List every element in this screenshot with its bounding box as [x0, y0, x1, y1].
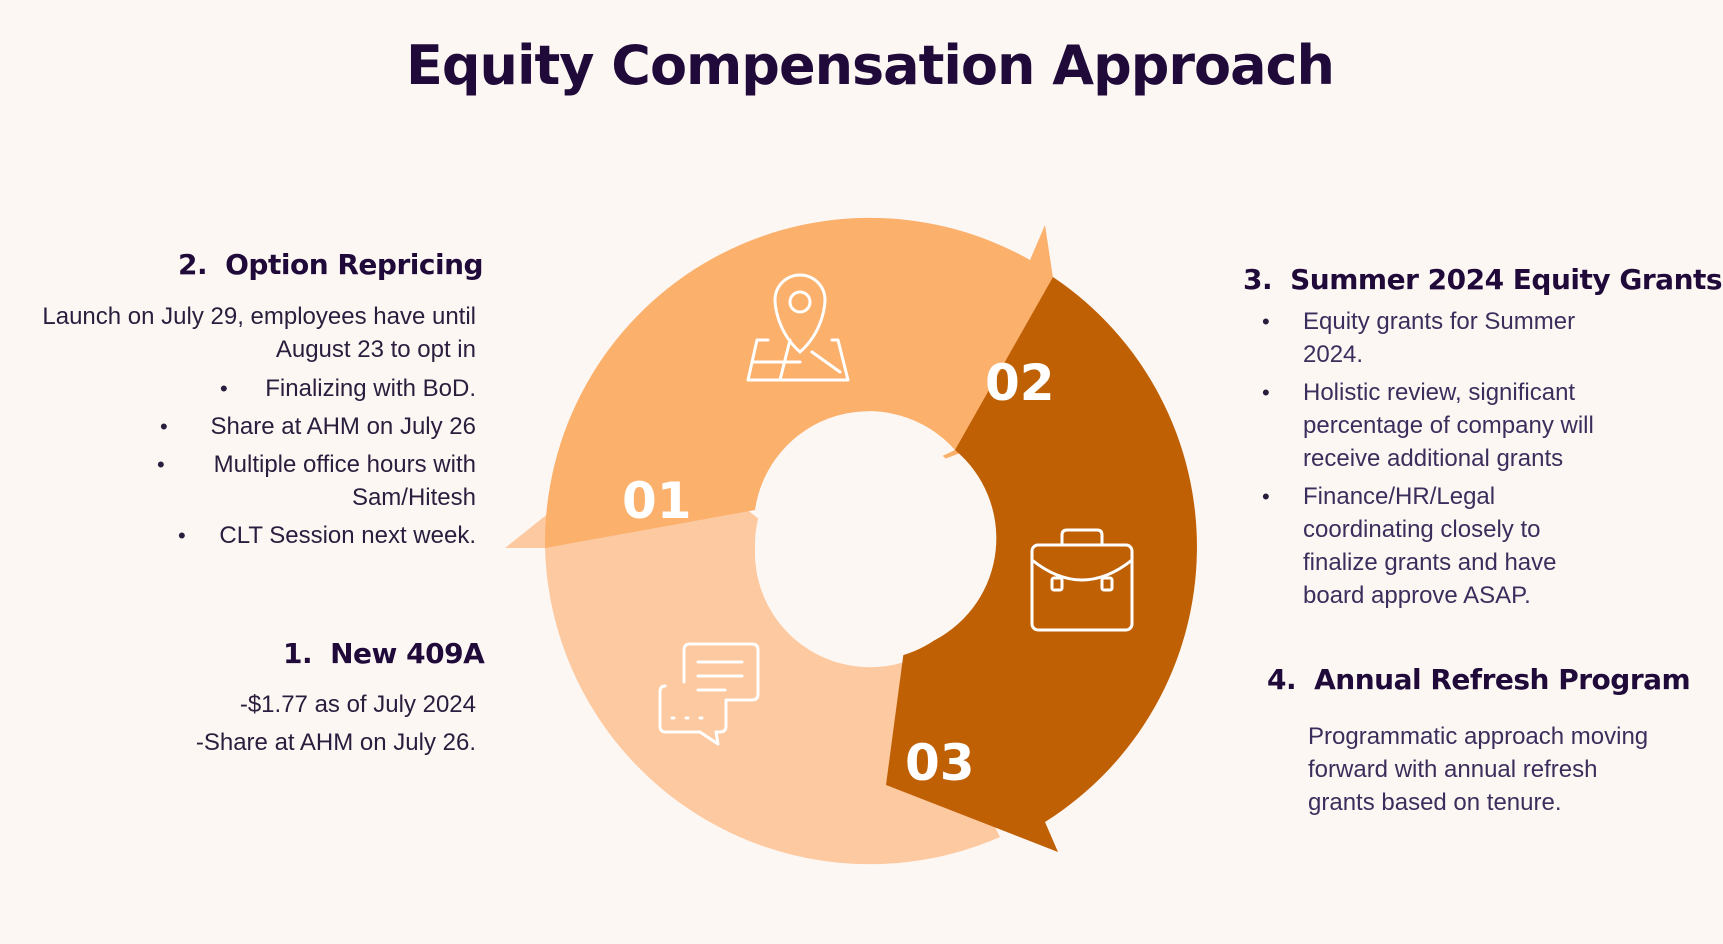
- chat-bubbles-icon: [658, 642, 760, 746]
- summer-grants-bullet-3-line-3: finalize grants and have: [1303, 549, 1557, 576]
- annual-refresh-line-1: Programmatic approach moving: [1308, 723, 1649, 750]
- annual-refresh-number: 4.: [1267, 663, 1297, 696]
- summer-grants-number: 3.: [1243, 263, 1273, 296]
- option-repricing-number: 2.: [178, 248, 208, 281]
- annual-refresh-line-3: grants based on tenure.: [1308, 789, 1562, 816]
- bullet-dot: •: [1262, 484, 1270, 509]
- option-repricing-intro-2: August 23 to opt in: [275, 336, 476, 363]
- bullet-dot: •: [220, 376, 228, 401]
- briefcase-icon: [1030, 528, 1134, 632]
- map-pin-icon: [746, 273, 850, 382]
- option-repricing-intro-1: Launch on July 29, employees have until: [42, 303, 476, 330]
- summer-grants-bullet-1-line-2: 2024.: [1303, 341, 1364, 368]
- cycle-center: [755, 430, 985, 660]
- summer-grants-bullet-2-line-2: percentage of company will: [1303, 412, 1594, 439]
- option-repricing-bullet: CLT Session next week.: [219, 522, 476, 549]
- summer-grants-bullet-3-line-2: coordinating closely to: [1303, 516, 1541, 543]
- summer-grants-title: Summer 2024 Equity Grants: [1290, 263, 1723, 296]
- bullet-dot: •: [1262, 309, 1270, 334]
- option-repricing-heading: 2. Option Repricing: [178, 248, 484, 281]
- cycle-label-03: 03: [905, 734, 975, 792]
- annual-refresh-line-2: forward with annual refresh: [1308, 756, 1598, 783]
- annual-refresh-heading: 4. Annual Refresh Program: [1267, 663, 1691, 696]
- new-409a-line-1: -$1.77 as of July 2024: [239, 691, 476, 718]
- new-409a-title: New 409A: [330, 637, 485, 670]
- cycle-label-02: 02: [985, 354, 1055, 412]
- summer-grants-bullet-2-line-3: receive additional grants: [1303, 445, 1564, 472]
- bullet-dot: •: [157, 452, 165, 477]
- option-repricing-bullet: Share at AHM on July 26: [210, 413, 476, 440]
- bullet-dot: •: [160, 414, 168, 439]
- bullet-dot: •: [178, 523, 186, 548]
- new-409a-number: 1.: [283, 637, 313, 670]
- option-repricing-bullet: Finalizing with BoD.: [265, 375, 476, 402]
- summer-grants-bullet-3-line-1: Finance/HR/Legal: [1303, 483, 1496, 510]
- cycle-label-01: 01: [622, 472, 692, 530]
- summer-grants-heading: 3. Summer 2024 Equity Grants: [1243, 263, 1723, 296]
- page-title: Equity Compensation Approach: [406, 34, 1335, 97]
- option-repricing-title: Option Repricing: [225, 248, 484, 281]
- summer-grants-bullet-3-line-4: board approve ASAP.: [1303, 582, 1531, 609]
- cycle-segment-03: [886, 277, 1197, 852]
- option-repricing-bullet: Multiple office hours with: [213, 451, 476, 478]
- new-409a-line-2: -Share at AHM on July 26.: [195, 729, 476, 756]
- cycle-segment-02: [544, 217, 1073, 548]
- summer-grants-bullet-1-line-1: Equity grants for Summer: [1303, 308, 1576, 335]
- cycle-segment-01: [505, 432, 1000, 865]
- option-repricing-bullet: Sam/Hitesh: [351, 484, 476, 511]
- summer-grants-bullet-2-line-1: Holistic review, significant: [1303, 379, 1576, 406]
- new-409a-heading: 1. New 409A: [283, 637, 485, 670]
- bullet-dot: •: [1262, 380, 1270, 405]
- annual-refresh-title: Annual Refresh Program: [1314, 663, 1691, 696]
